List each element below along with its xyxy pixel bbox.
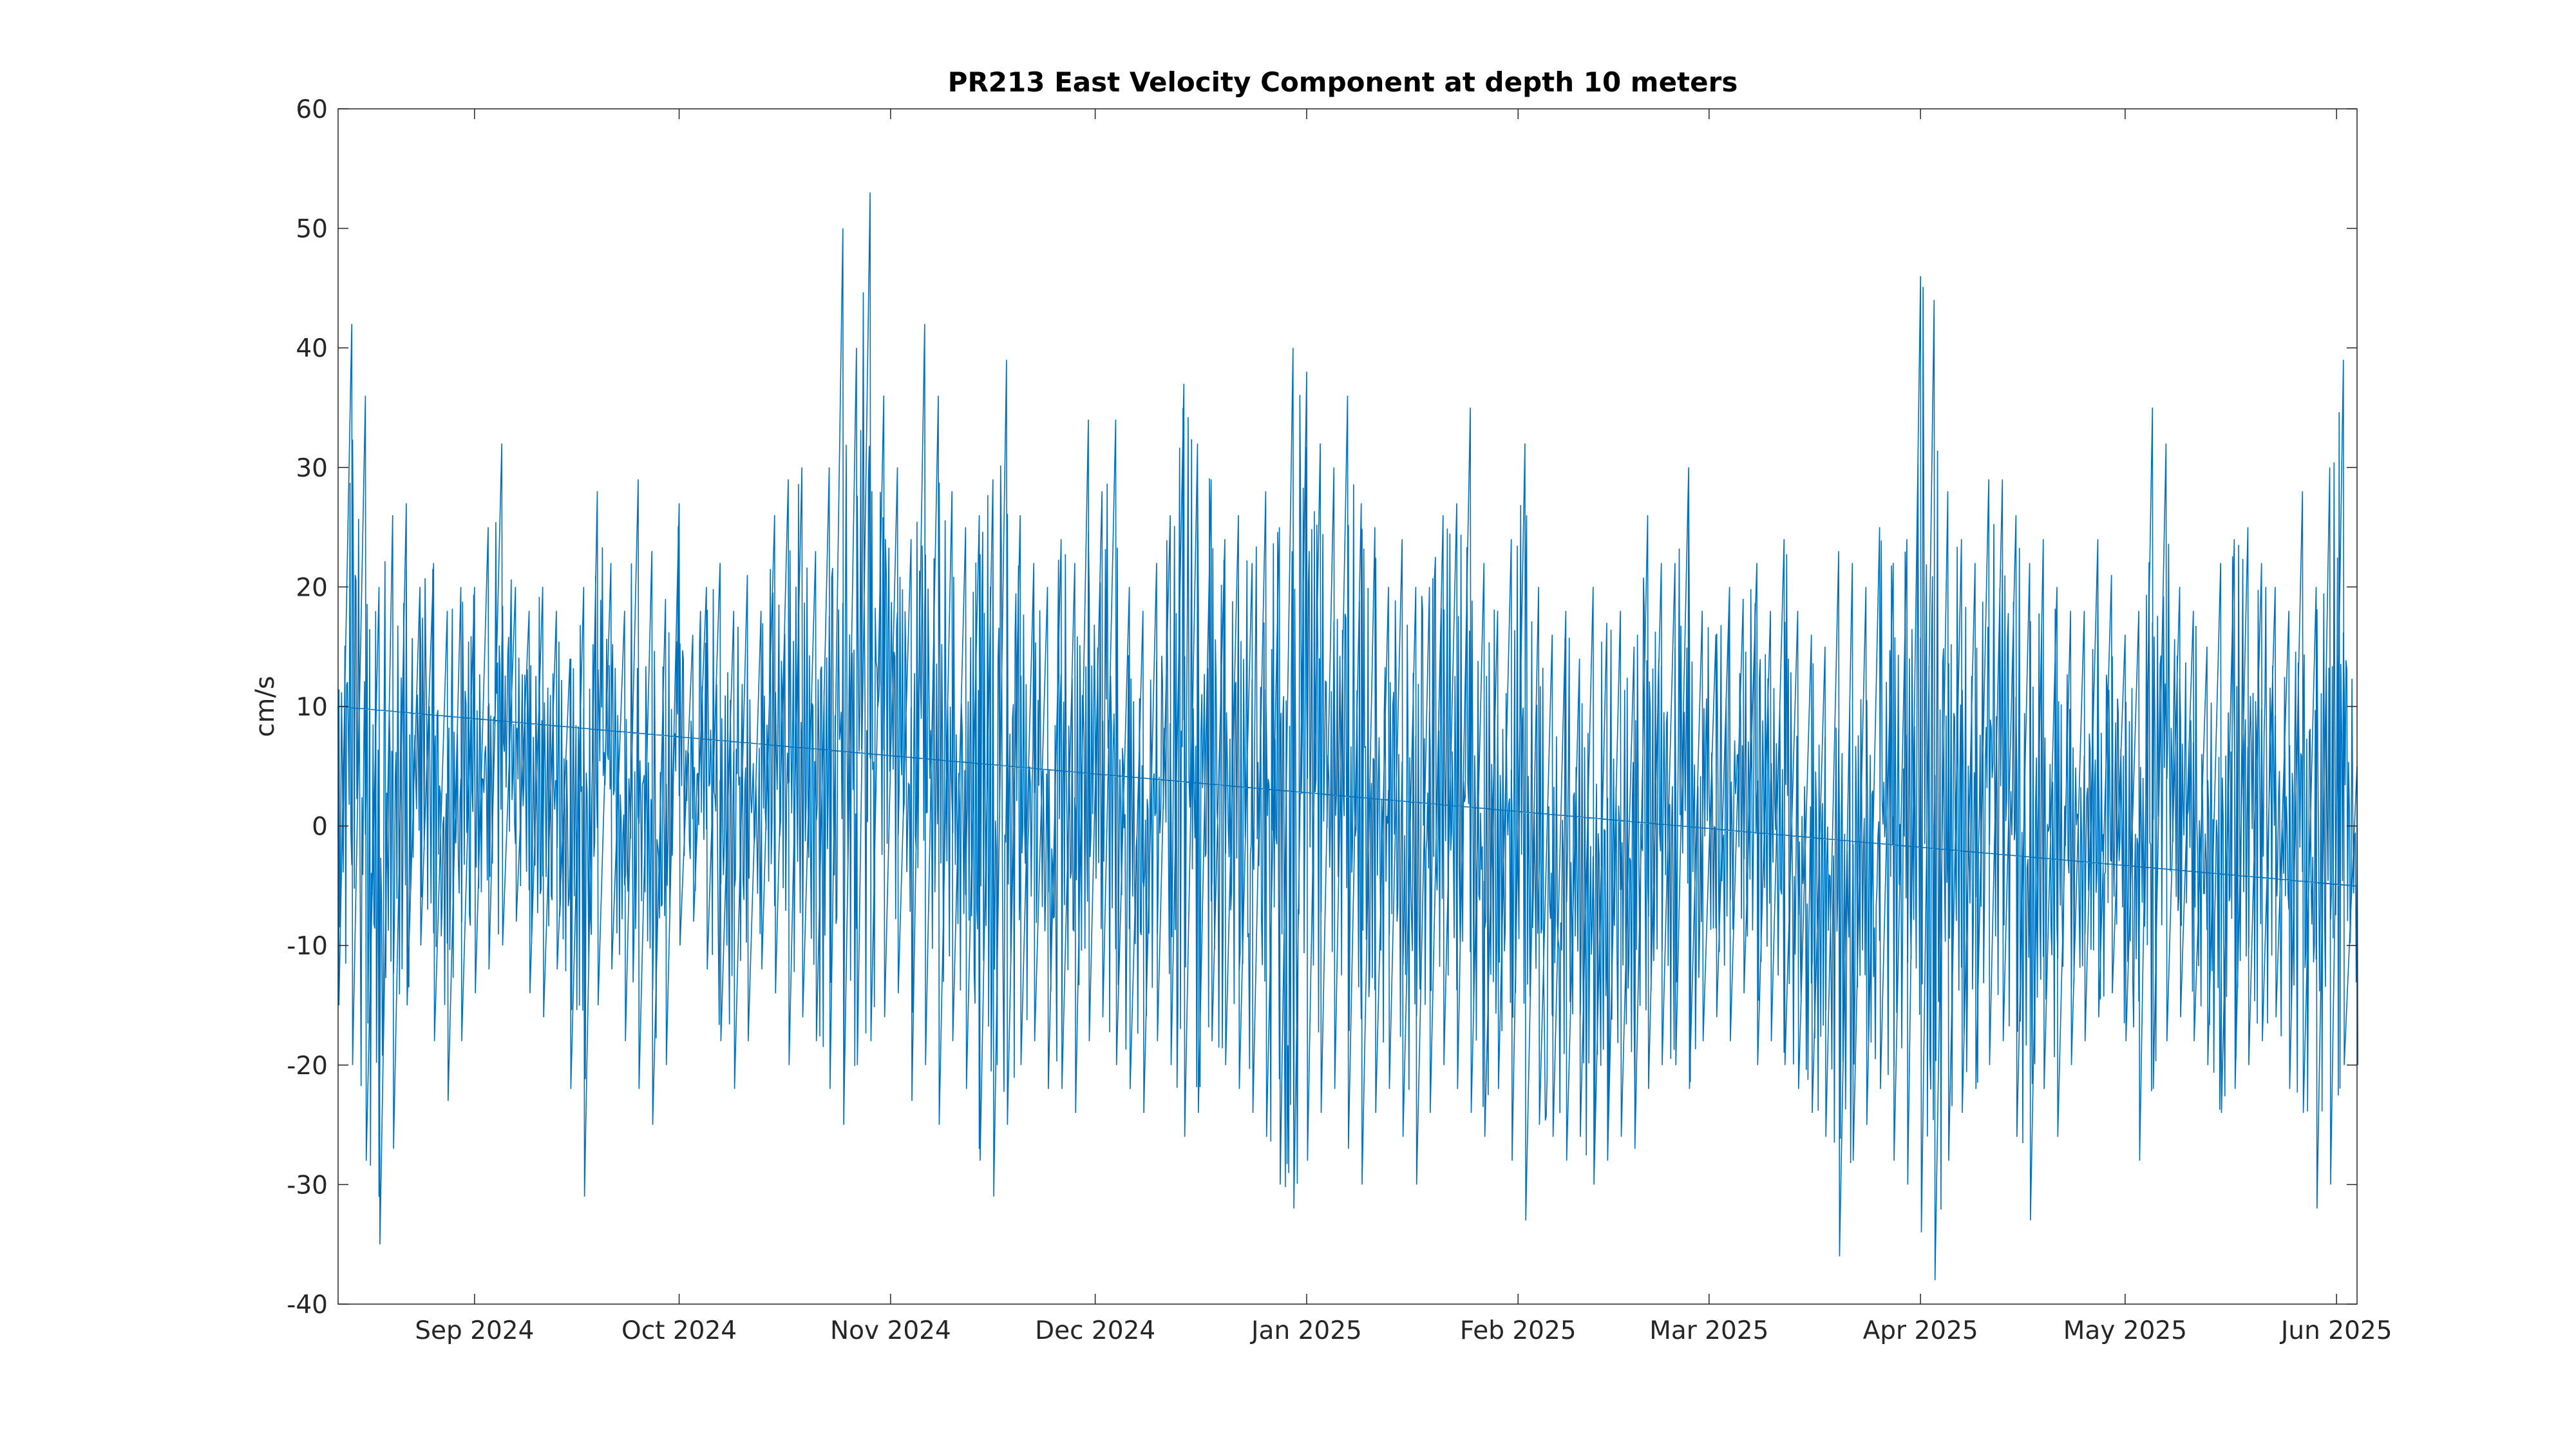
x-tick-label: Jan 2025 (1249, 1316, 1362, 1345)
data-layer (337, 192, 2359, 1280)
x-tick-label: Feb 2025 (1460, 1316, 1577, 1345)
y-axis-label: cm/s (251, 676, 280, 737)
y-tick-label: -40 (287, 1291, 328, 1320)
y-tick-label: 60 (296, 95, 328, 124)
x-tick-label: Nov 2024 (830, 1316, 951, 1345)
x-tick-label: Apr 2025 (1863, 1316, 1978, 1345)
y-tick-label: -30 (287, 1171, 328, 1200)
plot-frame (337, 108, 2358, 1305)
y-tick-label: 10 (296, 693, 328, 722)
x-tick-label: Dec 2024 (1035, 1316, 1155, 1345)
y-tick-label: 30 (296, 454, 328, 483)
y-tick-label: 20 (296, 573, 328, 602)
y-tick-label: -10 (287, 932, 328, 961)
x-tick-label: Sep 2024 (415, 1316, 534, 1345)
x-tick-label: Jun 2025 (2279, 1316, 2392, 1345)
x-tick-label: May 2025 (2063, 1316, 2187, 1345)
y-tick-label: 40 (296, 334, 328, 363)
x-tick-label: Mar 2025 (1649, 1316, 1768, 1345)
series-line (337, 192, 2359, 1280)
y-tick-label: -20 (287, 1052, 328, 1081)
tick-layer: 60 50 40 30 20 10 0 -10 -20 -30 -40 Sep 2024 Oct 202… (287, 95, 2392, 1345)
y-tick-label: 50 (296, 215, 328, 244)
y-tick-label: 0 (312, 813, 328, 842)
chart-title: PR213 East Velocity Component at depth 1… (948, 66, 1738, 98)
x-tick-label: Oct 2024 (621, 1316, 737, 1345)
